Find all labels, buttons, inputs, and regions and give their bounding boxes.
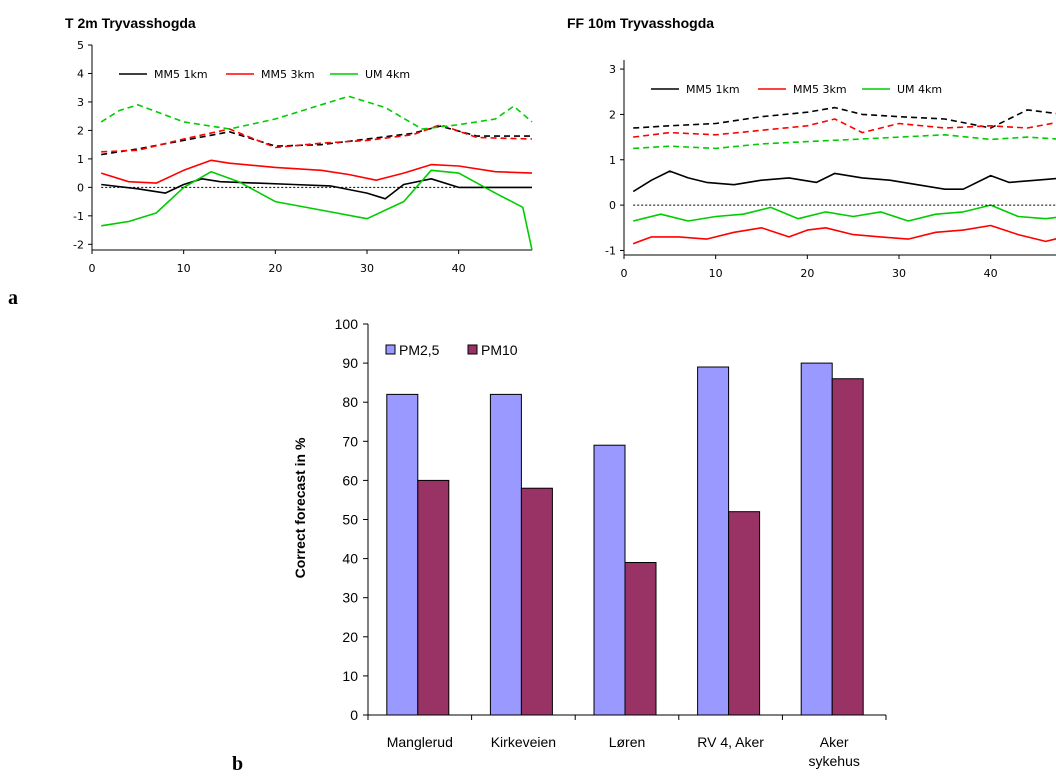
pm-legend: PM2,5 PM10 (385, 342, 518, 358)
ff10m-chart-title: FF 10m Tryvasshogda (567, 15, 714, 31)
c2-y-tick-label: -1 (605, 244, 616, 257)
pm-y-tick-label: 70 (342, 433, 358, 449)
pm-legend-label-pm2-5: PM2,5 (399, 342, 440, 358)
pm-bar-pm10-rv-4-aker (728, 511, 761, 716)
c1-legend-label-mm5-1km: MM5 1km (154, 68, 208, 81)
c1-legend-label-um-4km: UM 4km (365, 68, 410, 81)
c2-series-mm5-1km-solid (632, 170, 1056, 193)
pm-bar-axes: 0 10 20 30 40 50 60 70 80 90 100 Manglerud Kirkeveie… (335, 316, 887, 769)
c2-series-um-4km-solid (633, 204, 1056, 222)
c2-legend-label-um-4km: UM 4km (897, 83, 942, 96)
c2-legend-label-mm5-3km: MM5 3km (793, 83, 847, 96)
c2-y-tick-label: 1 (609, 154, 616, 167)
pm-bars (386, 362, 864, 716)
t2m-legend: MM5 1km MM5 3km UM 4km (119, 68, 410, 81)
c1-y-tick-label: 0 (77, 181, 84, 194)
c1-series-mm5-1km-dashed (101, 125, 532, 156)
c1-x-tick-label: 10 (177, 262, 191, 275)
pm-bar-chart: 0 10 20 30 40 50 60 70 80 90 100 Manglerud Kirkeveie… (292, 316, 887, 769)
pm-y-tick-label: 50 (342, 512, 358, 528)
c1-legend-label-mm5-3km: MM5 3km (261, 68, 315, 81)
pm-y-tick-label: 20 (342, 629, 358, 645)
pm-bar-pm2-5-rv-4-aker (697, 366, 730, 716)
c1-series-um-4km-dashed (100, 95, 533, 130)
c1-x-tick-label: 30 (360, 262, 374, 275)
c1-y-tick-label: -2 (73, 238, 84, 251)
panel-label-b: b (232, 753, 243, 775)
pm-category-label-rv-4-aker: RV 4, Aker (697, 734, 764, 750)
pm-category-label-kirkeveien: Kirkeveien (491, 734, 556, 750)
c1-x-tick-label: 40 (452, 262, 466, 275)
c2-y-tick-label: 2 (609, 108, 616, 121)
pm-legend-swatch-pm10 (467, 344, 478, 355)
pm-bar-pm2-5-manglerud (386, 393, 419, 716)
c2-x-tick-label: 20 (800, 267, 814, 280)
pm-legend-swatch-pm2-5 (385, 344, 396, 355)
pm-category-label-manglerud: Manglerud (387, 734, 453, 750)
ff10m-series-lines (632, 106, 1056, 245)
c2-series-mm5-3km-solid (632, 224, 1056, 245)
pm-y-tick-label: 30 (342, 590, 358, 606)
ff10m-legend: MM5 1km MM5 3km UM 4km (651, 83, 942, 96)
c2-series-mm5-3km-dashed (633, 118, 1056, 138)
c1-y-tick-label: 3 (77, 96, 84, 109)
c1-series-mm5-1km-solid (101, 178, 532, 200)
pm-bar-pm2-5-kirkeveien (489, 393, 522, 716)
c2-x-tick-label: 30 (892, 267, 906, 280)
c2-x-tick-label: 0 (621, 267, 628, 280)
pm-y-tick-label: 80 (342, 394, 358, 410)
t2m-chart-title: T 2m Tryvasshogda (65, 15, 196, 31)
pm-y-tick-label: 40 (342, 551, 358, 567)
pm-y-tick-label: 0 (350, 707, 358, 723)
t2m-series-lines (100, 95, 533, 251)
c1-x-tick-label: 20 (268, 262, 282, 275)
panel-label-a: a (8, 287, 18, 309)
pm-category-label-aker-sykehus: Aker (820, 734, 849, 750)
c2-x-tick-label: 10 (709, 267, 723, 280)
pm-y-tick-label: 100 (335, 316, 359, 332)
pm-bar-pm10-aker-sykehus (831, 378, 864, 716)
pm-bar-pm10-manglerud (417, 479, 450, 716)
c1-y-tick-label: 4 (77, 67, 84, 80)
c1-x-tick-label: 0 (89, 262, 96, 275)
c2-series-um-4km-dashed (633, 134, 1056, 150)
pm-y-tick-label: 10 (342, 668, 358, 684)
c1-series-mm5-3km-solid (100, 159, 533, 184)
pm-bar-pm2-5-aker-sykehus (800, 362, 833, 716)
c2-x-tick-label: 40 (984, 267, 998, 280)
pm-category-label-aker-sykehus: sykehus (809, 753, 860, 769)
pm-y-tick-label: 90 (342, 355, 358, 371)
pm-bar-pm10-kirkeveien (520, 487, 553, 716)
c1-y-tick-label: -1 (73, 210, 84, 223)
c2-y-tick-label: 0 (609, 199, 616, 212)
c1-series-mm5-3km-dashed (101, 123, 533, 153)
c2-y-tick-label: 3 (609, 63, 616, 76)
pm-y-axis-label: Correct forecast in % (292, 437, 308, 578)
pm-legend-label-pm10: PM10 (481, 342, 518, 358)
c2-series-mm5-1km-dashed (633, 106, 1056, 129)
pm-y-tick-label: 60 (342, 472, 358, 488)
c1-y-tick-label: 1 (77, 153, 84, 166)
c1-series-um-4km-solid (101, 169, 533, 251)
c2-legend-label-mm5-1km: MM5 1km (686, 83, 740, 96)
c1-y-tick-label: 5 (77, 39, 84, 52)
pm-bar-pm10-l-ren (624, 562, 657, 716)
pm-category-label-l-ren: Løren (609, 734, 646, 750)
pm-bar-pm2-5-l-ren (593, 444, 626, 716)
c1-y-tick-label: 2 (77, 124, 84, 137)
